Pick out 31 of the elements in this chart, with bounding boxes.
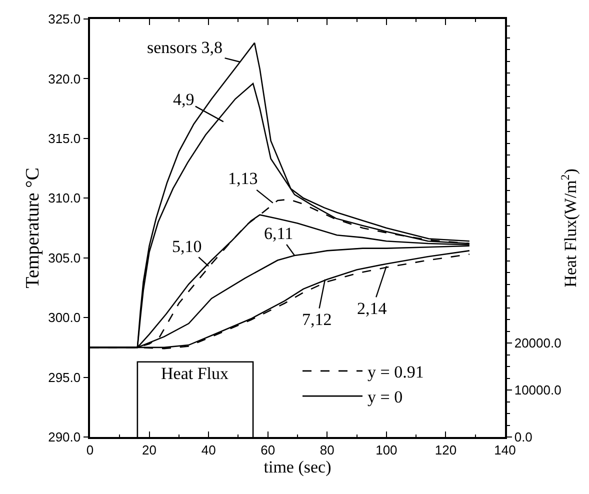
y-tick-label: 310.0 [48,190,81,206]
annotation: 5,10 [172,237,202,256]
y2-tick-label: 0.0 [514,430,532,445]
y-axis-title: Temperature °C [22,168,44,288]
y-tick-label: 295.0 [48,370,81,385]
annotation: 2,14 [357,299,388,318]
y-tick-label: 315.0 [48,130,81,146]
x-tick-label: 80 [320,442,334,458]
annotation: 1,13 [228,169,258,188]
y-tick-label: 320.0 [48,71,81,86]
x-tick-label: 60 [260,442,276,458]
y-tick-label: 325.0 [48,12,81,27]
x-tick-label: 100 [376,442,398,458]
x-tick-label: 20 [142,442,157,458]
x-tick-label: 140 [494,442,516,458]
y2-tick-label: 20000.0 [514,336,562,351]
annotation: 7,12 [302,310,332,329]
annotation: sensors 3,8 [147,38,223,57]
x-axis-title: time (sec) [264,457,332,476]
legend-label: y = 0.91 [368,362,424,382]
x-tick-label: 120 [434,442,457,458]
y-tick-label: 300.0 [48,310,81,326]
y2-tick-label: 10000.0 [514,382,562,398]
annotation: 6,11 [264,224,294,243]
annotation: 4,9 [173,90,194,109]
legend-label: y = 0 [368,388,403,407]
x-tick-label: 40 [201,442,216,458]
y-tick-label: 290.0 [48,430,81,445]
series-label: Heat Flux [161,364,230,383]
y-tick-label: 305.0 [48,250,81,266]
x-tick-label: 0 [86,442,94,458]
